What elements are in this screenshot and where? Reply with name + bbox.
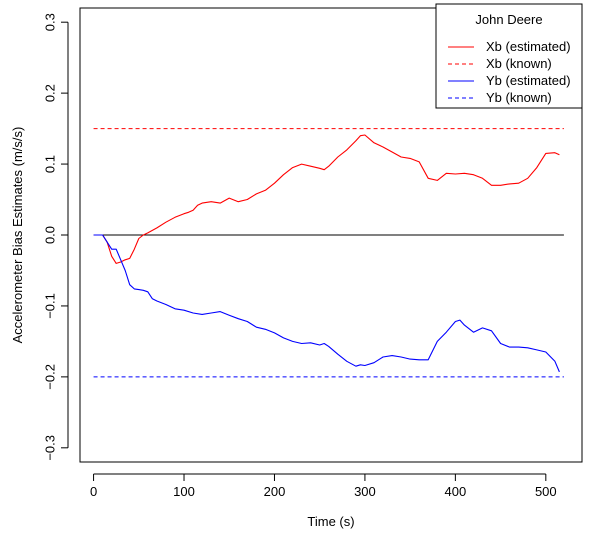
legend-title: John Deere: [475, 12, 542, 27]
y-tick-label: 0.3: [43, 13, 58, 31]
legend-entry-label: Xb (known): [486, 56, 552, 71]
x-tick-label: 500: [535, 484, 557, 499]
x-tick-label: 200: [264, 484, 286, 499]
plot-frame: [79, 7, 583, 463]
legend-entries: Xb (estimated) Xb (known) Yb (estimated) Yb…: [448, 39, 571, 105]
legend-box: [435, 3, 583, 109]
plot-area: [93, 128, 564, 378]
y-tick-label: −0.2: [43, 364, 58, 390]
y-tick-label: −0.3: [43, 435, 58, 461]
y-tick-label: 0.2: [43, 84, 58, 102]
series-line-yb-estimated: [93, 234, 560, 373]
x-tick-label: 0: [90, 484, 97, 499]
x-tick-label: 300: [354, 484, 376, 499]
legend: John Deere Xb (estimated) Xb (known) Yb (e…: [435, 3, 583, 109]
x-axis-label: Time (s): [307, 514, 354, 529]
y-tick-label: 0.0: [43, 226, 58, 244]
series-line-xb-estimated: [93, 134, 560, 264]
x-tick-label: 400: [445, 484, 467, 499]
legend-entry-label: Yb (estimated): [486, 73, 571, 88]
y-axis-label: Accelerometer Bias Estimates (m/s/s): [10, 127, 25, 344]
legend-entry-label: Xb (estimated): [486, 39, 571, 54]
x-tick-label: 100: [173, 484, 195, 499]
axes: 0 100 200 300 400 500 −0.3 −0.2 −0.1 0.0 0.1 0.2 0.3: [43, 7, 583, 499]
y-tick-label: 0.1: [43, 155, 58, 173]
legend-entry-label: Yb (known): [486, 90, 552, 105]
y-tick-label: −0.1: [43, 293, 58, 319]
